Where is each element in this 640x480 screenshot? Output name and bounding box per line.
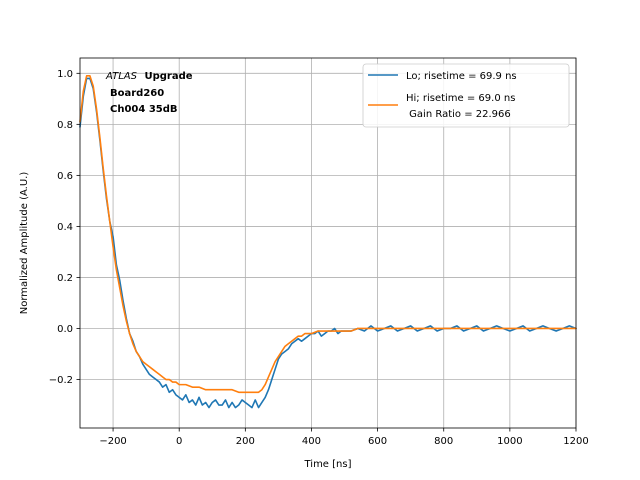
y-axis-label: Normalized Amplitude (A.U.)	[19, 172, 30, 315]
x-tick-label: 1200	[563, 436, 588, 447]
legend-box	[362, 63, 570, 128]
x-tick-label: 1000	[497, 436, 522, 447]
y-tick-label: 0.6	[57, 171, 73, 182]
legend: Lo; risetime = 69.9 ns Hi; risetime = 69…	[362, 63, 570, 128]
x-tick-label: −200	[99, 436, 126, 447]
series-layer	[79, 75, 577, 409]
ticks-layer: −200 0 200 400 600 800 1000 1200 −0.2 0.0 0.2 0.4 0.…	[49, 69, 589, 447]
annotation-board: Board260	[110, 88, 164, 99]
x-tick-label: 800	[434, 436, 453, 447]
atlas-annotation: ATLAS Upgrade Board260 Ch004 35dB	[105, 71, 193, 115]
series-hi-line	[79, 75, 577, 394]
x-tick-label: 400	[302, 436, 321, 447]
plot-frame	[79, 57, 577, 429]
legend-label-lo: Lo; risetime = 69.9 ns	[406, 71, 517, 82]
annotation-upgrade: Upgrade	[144, 71, 192, 82]
annotation-atlas: ATLAS	[105, 71, 138, 82]
x-axis-label: Time [ns]	[303, 459, 351, 470]
y-tick-label: −0.2	[49, 375, 73, 386]
y-tick-label: 0.2	[57, 273, 73, 284]
legend-label-hi: Hi; risetime = 69.0 ns	[406, 93, 515, 104]
y-tick-label: 1.0	[57, 69, 73, 80]
annotation-line-1: ATLAS Upgrade	[105, 71, 193, 82]
y-tick-label: 0.0	[57, 324, 73, 335]
x-tick-label: 600	[368, 436, 387, 447]
y-tick-label: 0.4	[57, 222, 73, 233]
x-tick-label: 200	[236, 436, 255, 447]
legend-label-gain: Gain Ratio = 22.966	[406, 109, 511, 120]
x-tick-label: 0	[176, 436, 182, 447]
y-tick-label: 0.8	[57, 120, 73, 131]
annotation-channel: Ch004 35dB	[110, 104, 178, 115]
